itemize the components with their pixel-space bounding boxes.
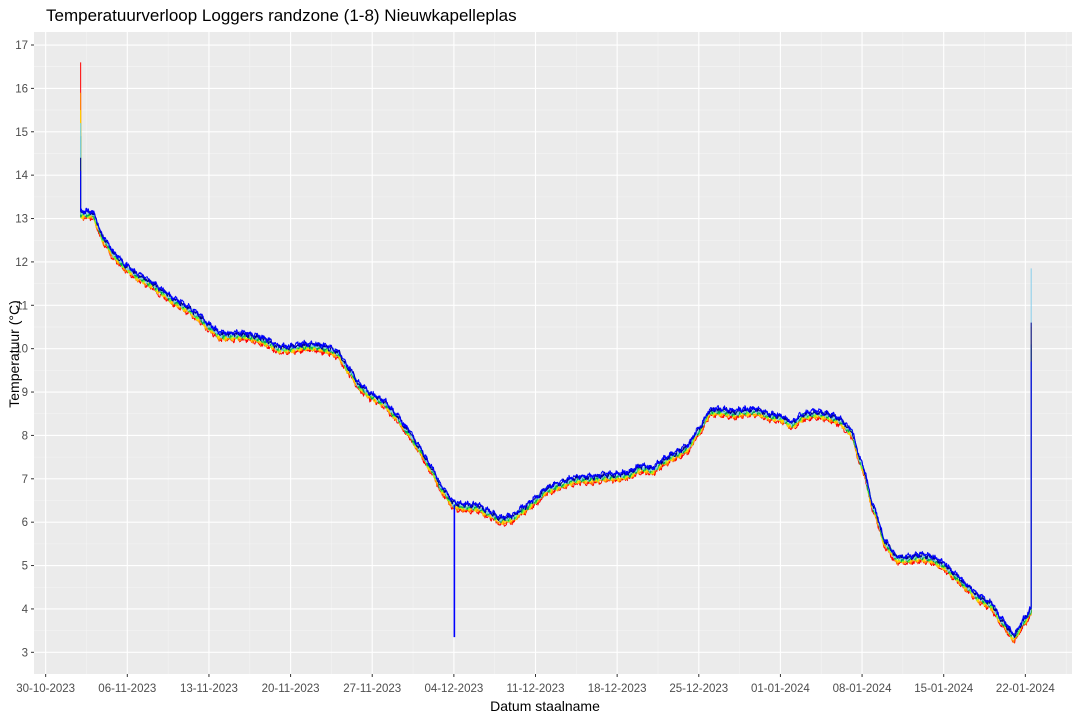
- grid-minor: [34, 32, 1072, 674]
- x-tick-label: 18-12-2023: [588, 683, 647, 695]
- y-tick-label: 17: [15, 40, 28, 52]
- y-tick-label: 12: [15, 257, 28, 269]
- y-tick-label: 3: [22, 647, 28, 659]
- y-tick-label: 11: [16, 300, 28, 312]
- y-tick-label: 8: [22, 430, 28, 442]
- plot-panel: [34, 32, 1072, 674]
- x-tick-label: 01-01-2024: [751, 683, 810, 695]
- x-tick-label: 20-11-2023: [262, 683, 320, 695]
- x-tick-labels: 30-10-2023 06-11-2023 13-11-2023 20-11-2023…: [16, 683, 1055, 695]
- series-layer: [80, 62, 1032, 644]
- x-axis-title: Datum staalname: [490, 698, 600, 714]
- y-tick-label: 13: [15, 214, 28, 226]
- x-tick-label: 04-12-2023: [424, 683, 483, 695]
- x-tick-label: 15-01-2024: [914, 683, 973, 695]
- y-tick-label: 6: [22, 517, 28, 529]
- y-tick-label: 4: [22, 604, 29, 616]
- y-tick-label: 16: [15, 83, 28, 95]
- x-tick-label: 27-11-2023: [343, 683, 401, 695]
- grid-major: [34, 32, 1072, 674]
- y-tick-label: 7: [22, 474, 28, 486]
- chart-title: Temperatuurverloop Loggers randzone (1-8…: [46, 6, 517, 25]
- series-line-8: [80, 170, 1032, 636]
- y-tick-label: 5: [22, 561, 28, 573]
- y-tick-label: 14: [15, 170, 28, 182]
- y-tick-label: 9: [22, 387, 28, 399]
- x-tick-label: 22-01-2024: [996, 683, 1055, 695]
- x-tick-label: 11-12-2023: [507, 683, 565, 695]
- y-axis-title: Temperatuur (°C): [6, 300, 22, 408]
- x-tick-label: 30-10-2023: [16, 683, 75, 695]
- x-tick-label: 06-11-2023: [98, 683, 156, 695]
- x-tick-label: 08-01-2024: [833, 683, 892, 695]
- x-tick-label: 25-12-2023: [669, 683, 728, 695]
- y-tick-labels: 3 4 5 6 7 8 9 10 11 12 13 14 15 16 17: [15, 40, 28, 659]
- axis-ticks: [31, 44, 1026, 677]
- y-tick-label: 15: [15, 127, 28, 139]
- y-tick-label: 10: [15, 344, 28, 356]
- x-tick-label: 13-11-2023: [180, 683, 238, 695]
